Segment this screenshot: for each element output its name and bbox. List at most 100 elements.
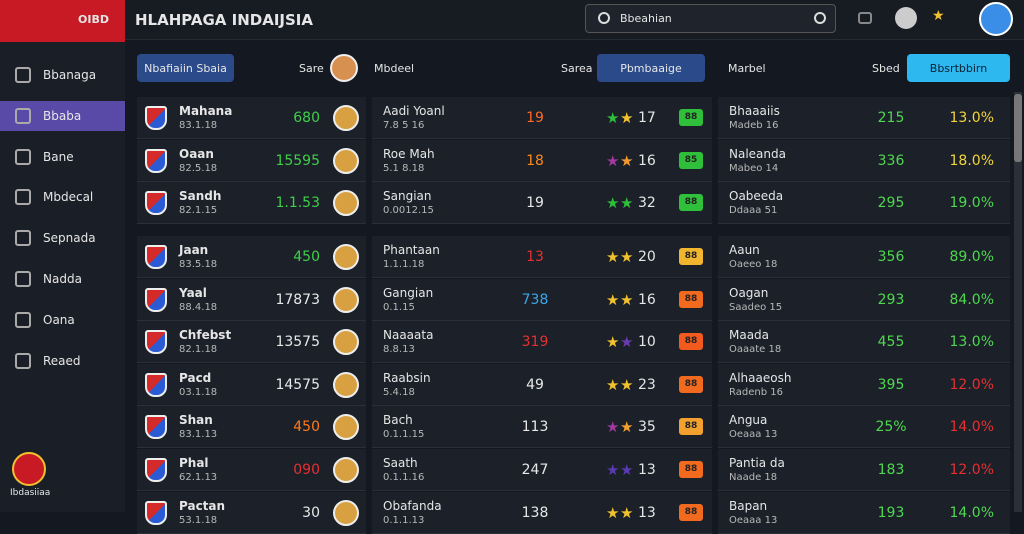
match-cell[interactable]: Obafanda 0.1.1.13 138 ★ ★ 13 88 bbox=[372, 491, 712, 534]
match-cell[interactable]: Phantaan 1.1.1.18 13 ★ ★ 20 88 bbox=[372, 236, 712, 278]
stat-cell[interactable]: Bapan Oeaaa 13 193 14.0% bbox=[718, 491, 1010, 534]
match-cell[interactable]: Gangian 0.1.15 738 ★ ★ 16 88 bbox=[372, 278, 712, 321]
badge: 85 bbox=[679, 151, 703, 169]
stat-cell[interactable]: Pantia da Naade 18 183 12.0% bbox=[718, 449, 1010, 491]
match-sub: 1.1.1.18 bbox=[383, 259, 425, 270]
player-name: Pactan bbox=[179, 498, 226, 513]
player-cell[interactable]: Chfebst 82.1.18 13575 bbox=[137, 321, 366, 364]
nav-item[interactable]: Sepnada bbox=[0, 223, 125, 253]
match-cell[interactable]: Naaaata 8.8.13 319 ★ ★ 10 88 bbox=[372, 321, 712, 364]
badge: 88 bbox=[679, 194, 703, 212]
search-box[interactable]: Bbeahian bbox=[585, 4, 836, 33]
nav-item[interactable]: Oana bbox=[0, 305, 125, 335]
player-cell[interactable]: Oaan 82.5.18 15595 bbox=[137, 139, 366, 182]
nav-item[interactable]: Nadda bbox=[0, 264, 125, 294]
star: ★ bbox=[620, 194, 634, 213]
stat-sub: Ddaaa 51 bbox=[729, 205, 778, 217]
player-avatar bbox=[333, 190, 359, 217]
player-cell[interactable]: Jaan 83.5.18 450 bbox=[137, 236, 366, 278]
player-cell[interactable]: Mahana 83.1.18 680 bbox=[137, 97, 366, 139]
stat-sub: Oaaate 18 bbox=[729, 344, 782, 356]
stat-percent: 13.0% bbox=[949, 110, 994, 126]
player-avatar bbox=[333, 147, 359, 174]
stat-cell[interactable]: Oabeeda Ddaaa 51 295 19.0% bbox=[718, 182, 1010, 225]
button[interactable]: Nbafiaiin Sbaia bbox=[137, 54, 234, 82]
match-cell[interactable]: Aadi Yoanl 7.8 5 16 19 ★ ★ 17 88 bbox=[372, 97, 712, 139]
match-sub: 0.1.1.16 bbox=[383, 472, 425, 483]
match-name: Saath bbox=[383, 456, 418, 470]
stat-cell[interactable]: Bhaaaiis Madeb 16 215 13.0% bbox=[718, 97, 1010, 139]
match-cell[interactable]: Raabsin 5.4.18 49 ★ ★ 23 88 bbox=[372, 363, 712, 406]
stat-cell[interactable]: Alhaaeosh Radenb 16 395 12.0% bbox=[718, 363, 1010, 406]
match-name: Naaaata bbox=[383, 328, 434, 343]
stat-cell[interactable]: Angua Oeaaa 13 25% 14.0% bbox=[718, 406, 1010, 449]
player-cell[interactable]: Sandh 82.1.15 1.1.53 bbox=[137, 182, 366, 225]
player-name: Shan bbox=[179, 413, 213, 428]
match-cell[interactable]: Roe Mah 5.1 8.18 18 ★ ★ 16 85 bbox=[372, 139, 712, 182]
player-value: 090 bbox=[293, 462, 320, 478]
stat-sub: Naade 18 bbox=[729, 472, 778, 483]
profile[interactable] bbox=[979, 2, 1013, 36]
nav-item[interactable]: Bane bbox=[0, 142, 125, 172]
match-score: 319 bbox=[521, 334, 549, 351]
player-sub: 82.5.18 bbox=[179, 162, 218, 174]
match-name: Gangian bbox=[383, 285, 434, 300]
star: ★ bbox=[620, 151, 634, 170]
stat-percent: 12.0% bbox=[949, 462, 994, 478]
star: ★ bbox=[620, 375, 634, 394]
match-cell[interactable]: Sangian 0.0012.15 19 ★ ★ 32 88 bbox=[372, 182, 712, 225]
icon[interactable]: ★ bbox=[932, 8, 945, 24]
player-cell[interactable]: Yaal 88.4.18 17873 bbox=[137, 278, 366, 321]
match-cell[interactable]: Saath 0.1.1.16 247 ★ ★ 13 88 bbox=[372, 449, 712, 491]
avatar bbox=[330, 54, 358, 82]
search-text: Bbeahian bbox=[620, 12, 672, 25]
star: ★ bbox=[620, 248, 634, 266]
player-name: Phal bbox=[179, 456, 209, 470]
nav-item[interactable]: Reaed bbox=[0, 346, 125, 376]
stat-value: 295 bbox=[877, 195, 905, 212]
team-flag bbox=[145, 287, 167, 312]
stat-name: Bhaaaiis bbox=[729, 104, 780, 118]
match-sub: 0.1.1.13 bbox=[383, 514, 425, 526]
stat-value: 395 bbox=[877, 376, 905, 393]
nav-item[interactable]: Bbanaga bbox=[0, 60, 125, 90]
player-cell[interactable]: Phal 62.1.13 090 bbox=[137, 449, 366, 491]
player-cell[interactable]: Pactan 53.1.18 30 bbox=[137, 491, 366, 534]
star: ★ bbox=[606, 109, 620, 127]
stat-value: 193 bbox=[877, 504, 905, 521]
logo: OIBD bbox=[0, 0, 125, 42]
stat-cell[interactable]: Maada Oaaate 18 455 13.0% bbox=[718, 321, 1010, 364]
stat-percent: 14.0% bbox=[949, 419, 994, 436]
nav-item[interactable]: Mbdecal bbox=[0, 182, 125, 212]
nav-item[interactable]: Bbaba bbox=[0, 100, 125, 131]
player-value: 14575 bbox=[275, 376, 320, 393]
player-cell[interactable]: Pacd 03.1.18 14575 bbox=[137, 363, 366, 406]
button[interactable]: Bbsrtbbirn bbox=[907, 54, 1010, 82]
badge: 88 bbox=[679, 461, 703, 478]
player-sub: 82.1.15 bbox=[179, 205, 218, 217]
player-avatar bbox=[333, 244, 359, 270]
avatar[interactable] bbox=[895, 7, 917, 29]
stat-percent: 13.0% bbox=[949, 334, 994, 351]
rating: 13 bbox=[638, 504, 656, 521]
button[interactable]: Pbmbaaige bbox=[597, 54, 705, 82]
icon[interactable] bbox=[858, 12, 872, 24]
match-name: Roe Mah bbox=[383, 146, 435, 161]
match-sub: 8.8.13 bbox=[383, 344, 415, 356]
app-title: HLAHPAGA INDAIJSIA bbox=[135, 11, 313, 29]
stat-cell[interactable]: Aaun Oaeeo 18 356 89.0% bbox=[718, 236, 1010, 278]
stat-sub: Radenb 16 bbox=[729, 386, 783, 398]
top-bar: HLAHPAGA INDAIJSIA Bbeahian ★ bbox=[0, 0, 1024, 40]
team-flag bbox=[145, 458, 167, 482]
match-sub: 0.1.15 bbox=[383, 301, 415, 313]
match-name: Sangian bbox=[383, 189, 432, 204]
match-cell[interactable]: Bach 0.1.1.15 113 ★ ★ 35 88 bbox=[372, 406, 712, 449]
player-cell[interactable]: Shan 83.1.13 450 bbox=[137, 406, 366, 449]
star: ★ bbox=[606, 290, 620, 309]
player-name: Yaal bbox=[179, 285, 207, 300]
nav-icon bbox=[15, 67, 31, 83]
stat-cell[interactable]: Oagan Saadeo 15 293 84.0% bbox=[718, 278, 1010, 321]
scrollbar[interactable] bbox=[1014, 92, 1022, 512]
stat-cell[interactable]: Naleanda Mabeo 14 336 18.0% bbox=[718, 139, 1010, 182]
